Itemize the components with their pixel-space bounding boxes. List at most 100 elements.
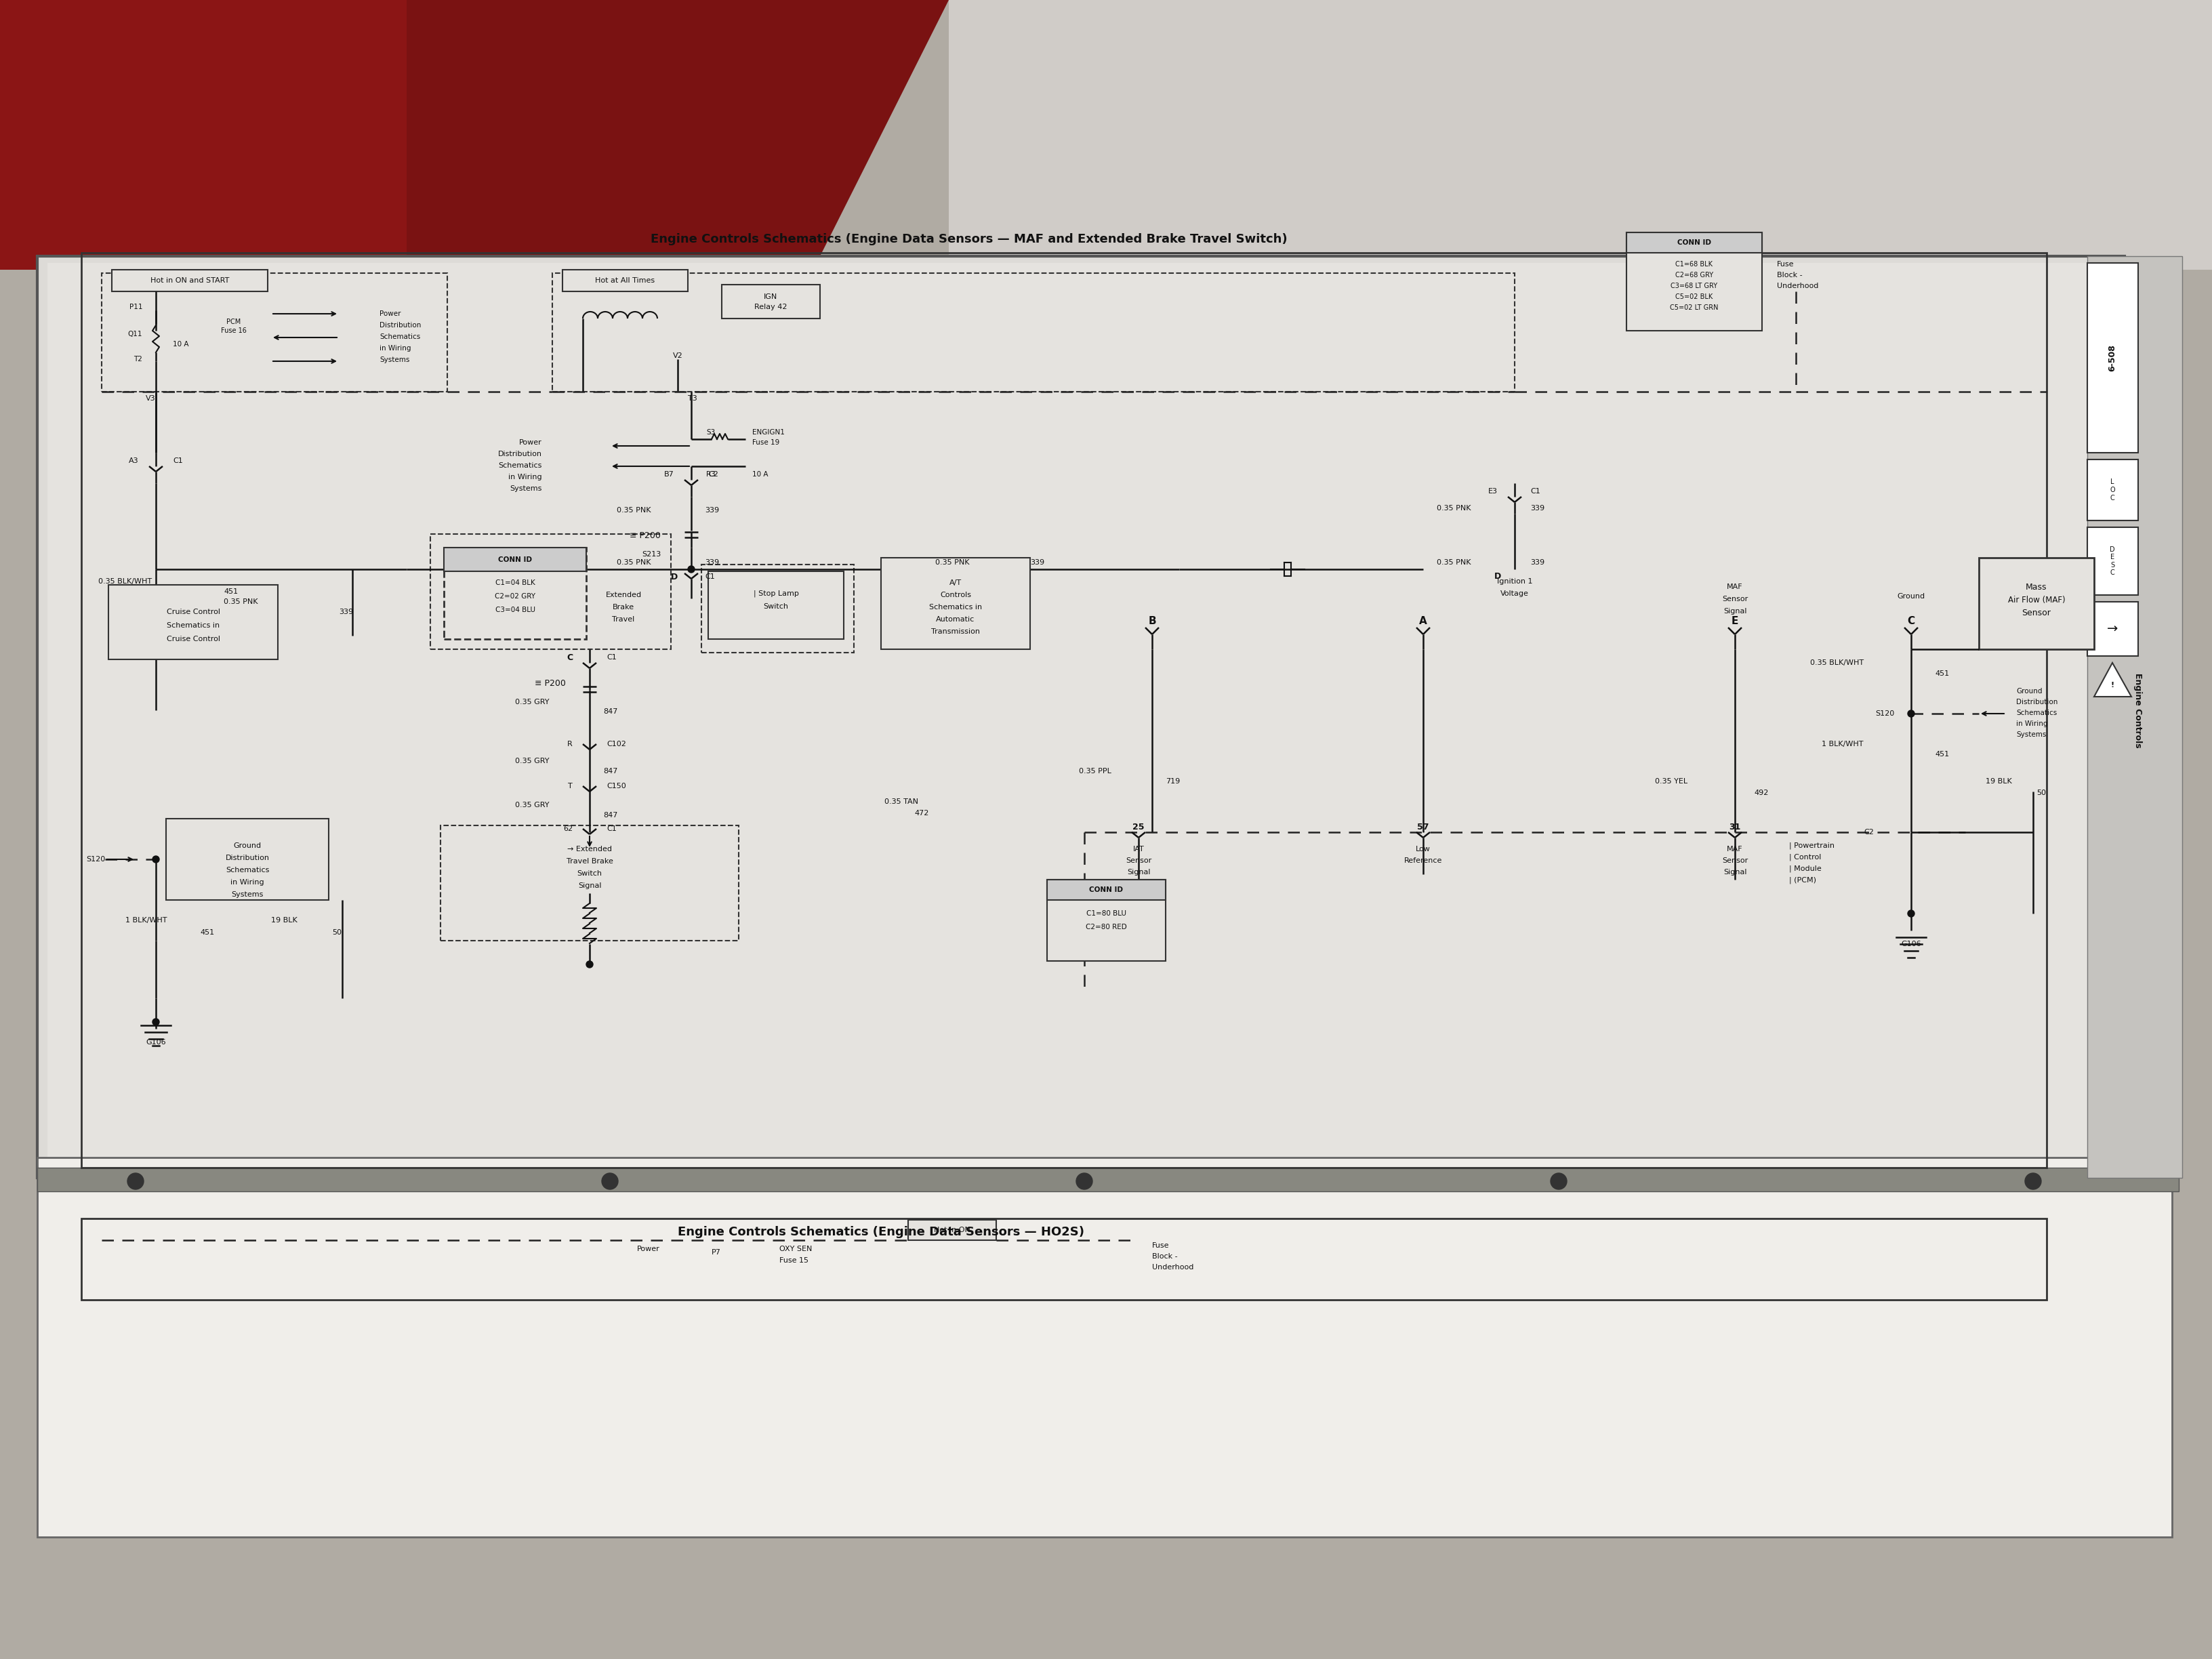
Text: 472: 472 — [914, 810, 929, 816]
Text: Fuse: Fuse — [1152, 1243, 1170, 1249]
Text: S213: S213 — [641, 551, 661, 557]
Text: Systems: Systems — [2015, 732, 2046, 738]
Bar — [2088, 460, 2139, 521]
Text: C1: C1 — [706, 574, 714, 581]
Text: Reference: Reference — [1405, 858, 1442, 864]
Text: 1 BLK/WHT: 1 BLK/WHT — [126, 917, 168, 924]
Bar — [880, 557, 1031, 649]
Polygon shape — [949, 0, 2212, 270]
Text: S3: S3 — [706, 430, 714, 436]
Text: V3: V3 — [146, 395, 155, 401]
Text: Signal: Signal — [1126, 869, 1150, 876]
Text: C2: C2 — [1865, 830, 1874, 836]
Circle shape — [586, 961, 593, 967]
Text: D: D — [1493, 572, 1502, 581]
Text: !: ! — [2110, 682, 2115, 688]
Text: 10 A: 10 A — [752, 471, 768, 478]
Bar — [2088, 262, 2139, 453]
Text: Signal: Signal — [577, 883, 602, 889]
Text: 847: 847 — [604, 768, 617, 775]
Text: IGN: IGN — [763, 294, 776, 300]
Text: Schematics: Schematics — [2015, 710, 2057, 717]
Text: 339: 339 — [338, 609, 354, 615]
Circle shape — [602, 1173, 617, 1190]
Text: A3: A3 — [128, 458, 139, 465]
Text: C150: C150 — [606, 783, 626, 790]
Text: C3=68 LT GRY: C3=68 LT GRY — [1670, 282, 1719, 289]
Text: →: → — [2106, 622, 2117, 635]
Text: | Control: | Control — [1790, 854, 1820, 861]
Text: Systems: Systems — [232, 891, 263, 898]
Text: Power: Power — [380, 310, 400, 317]
Text: C1: C1 — [173, 458, 184, 465]
Text: 0.35 PNK: 0.35 PNK — [223, 599, 259, 606]
Text: MAF: MAF — [1728, 846, 1743, 853]
Text: L
O
C: L O C — [2110, 479, 2115, 501]
Text: 25: 25 — [1133, 823, 1144, 831]
Text: 0.35 YEL: 0.35 YEL — [1655, 778, 1688, 785]
Text: P7: P7 — [712, 1249, 721, 1256]
Text: 847: 847 — [604, 708, 617, 715]
Text: Distribution: Distribution — [2015, 698, 2057, 705]
Text: ENGIGN1: ENGIGN1 — [752, 430, 785, 436]
Text: C1: C1 — [606, 654, 617, 660]
Text: Ground: Ground — [1898, 592, 1924, 601]
Text: Schematics in: Schematics in — [166, 622, 219, 629]
Text: D
E
S
C: D E S C — [2110, 546, 2115, 576]
Text: Sensor: Sensor — [1721, 596, 1747, 602]
Circle shape — [1907, 710, 1916, 717]
Text: C3=04 BLU: C3=04 BLU — [495, 607, 535, 614]
Bar — [1626, 232, 1763, 330]
Text: 339: 339 — [706, 508, 719, 514]
Text: Fuse 19: Fuse 19 — [752, 440, 779, 446]
Text: C2=80 RED: C2=80 RED — [1086, 924, 1126, 931]
Text: 31: 31 — [1730, 823, 1741, 831]
Text: G106: G106 — [1900, 941, 1922, 947]
Text: in Wiring: in Wiring — [509, 474, 542, 481]
Text: 10 A: 10 A — [173, 340, 188, 348]
Text: Distribution: Distribution — [226, 854, 270, 861]
Text: Block -: Block - — [1776, 272, 1803, 279]
Text: PCM: PCM — [226, 319, 241, 325]
Text: OXY SEN: OXY SEN — [779, 1246, 812, 1253]
Text: Schematics: Schematics — [498, 463, 542, 469]
Bar — [1046, 879, 1166, 899]
Text: Travel Brake: Travel Brake — [566, 858, 613, 864]
Text: 0.35 GRY: 0.35 GRY — [515, 758, 549, 765]
Text: Ground: Ground — [234, 843, 261, 849]
Text: 339: 339 — [1031, 559, 1044, 566]
Text: Engine Controls Schematics (Engine Data Sensors — HO2S): Engine Controls Schematics (Engine Data … — [677, 1226, 1084, 1238]
Bar — [431, 534, 670, 649]
Text: in Wiring: in Wiring — [380, 345, 411, 352]
Bar — [721, 285, 821, 319]
Text: Brake: Brake — [613, 604, 635, 611]
Text: C5=02 LT GRN: C5=02 LT GRN — [1670, 304, 1719, 312]
Text: C1: C1 — [606, 826, 617, 833]
Text: 50: 50 — [332, 929, 341, 936]
Text: 1 BLK/WHT: 1 BLK/WHT — [1823, 740, 1865, 748]
Text: Fuse 15: Fuse 15 — [779, 1258, 810, 1264]
Text: 492: 492 — [1754, 790, 1767, 796]
Bar — [909, 1219, 995, 1241]
Text: 451: 451 — [1936, 670, 1949, 677]
Text: Power: Power — [637, 1246, 659, 1253]
Text: Block -: Block - — [1152, 1253, 1177, 1259]
Bar — [38, 1168, 2179, 1191]
Text: B: B — [1148, 615, 1157, 625]
Text: Hot at All Times: Hot at All Times — [595, 277, 655, 284]
Text: Switch: Switch — [577, 871, 602, 878]
Text: 0.35 GRY: 0.35 GRY — [515, 698, 549, 705]
Text: P11: P11 — [128, 304, 142, 310]
Circle shape — [688, 566, 695, 572]
Text: R: R — [568, 740, 573, 748]
Text: Signal: Signal — [1723, 607, 1747, 615]
Text: | Powertrain: | Powertrain — [1790, 843, 1834, 849]
Text: 847: 847 — [604, 811, 617, 818]
Text: C1: C1 — [1531, 488, 1540, 494]
Bar — [701, 564, 854, 652]
Text: Power: Power — [520, 440, 542, 446]
Text: C2: C2 — [708, 471, 719, 478]
Bar — [1626, 232, 1763, 252]
Text: | Module: | Module — [1790, 866, 1820, 873]
Text: Low: Low — [1416, 846, 1431, 853]
